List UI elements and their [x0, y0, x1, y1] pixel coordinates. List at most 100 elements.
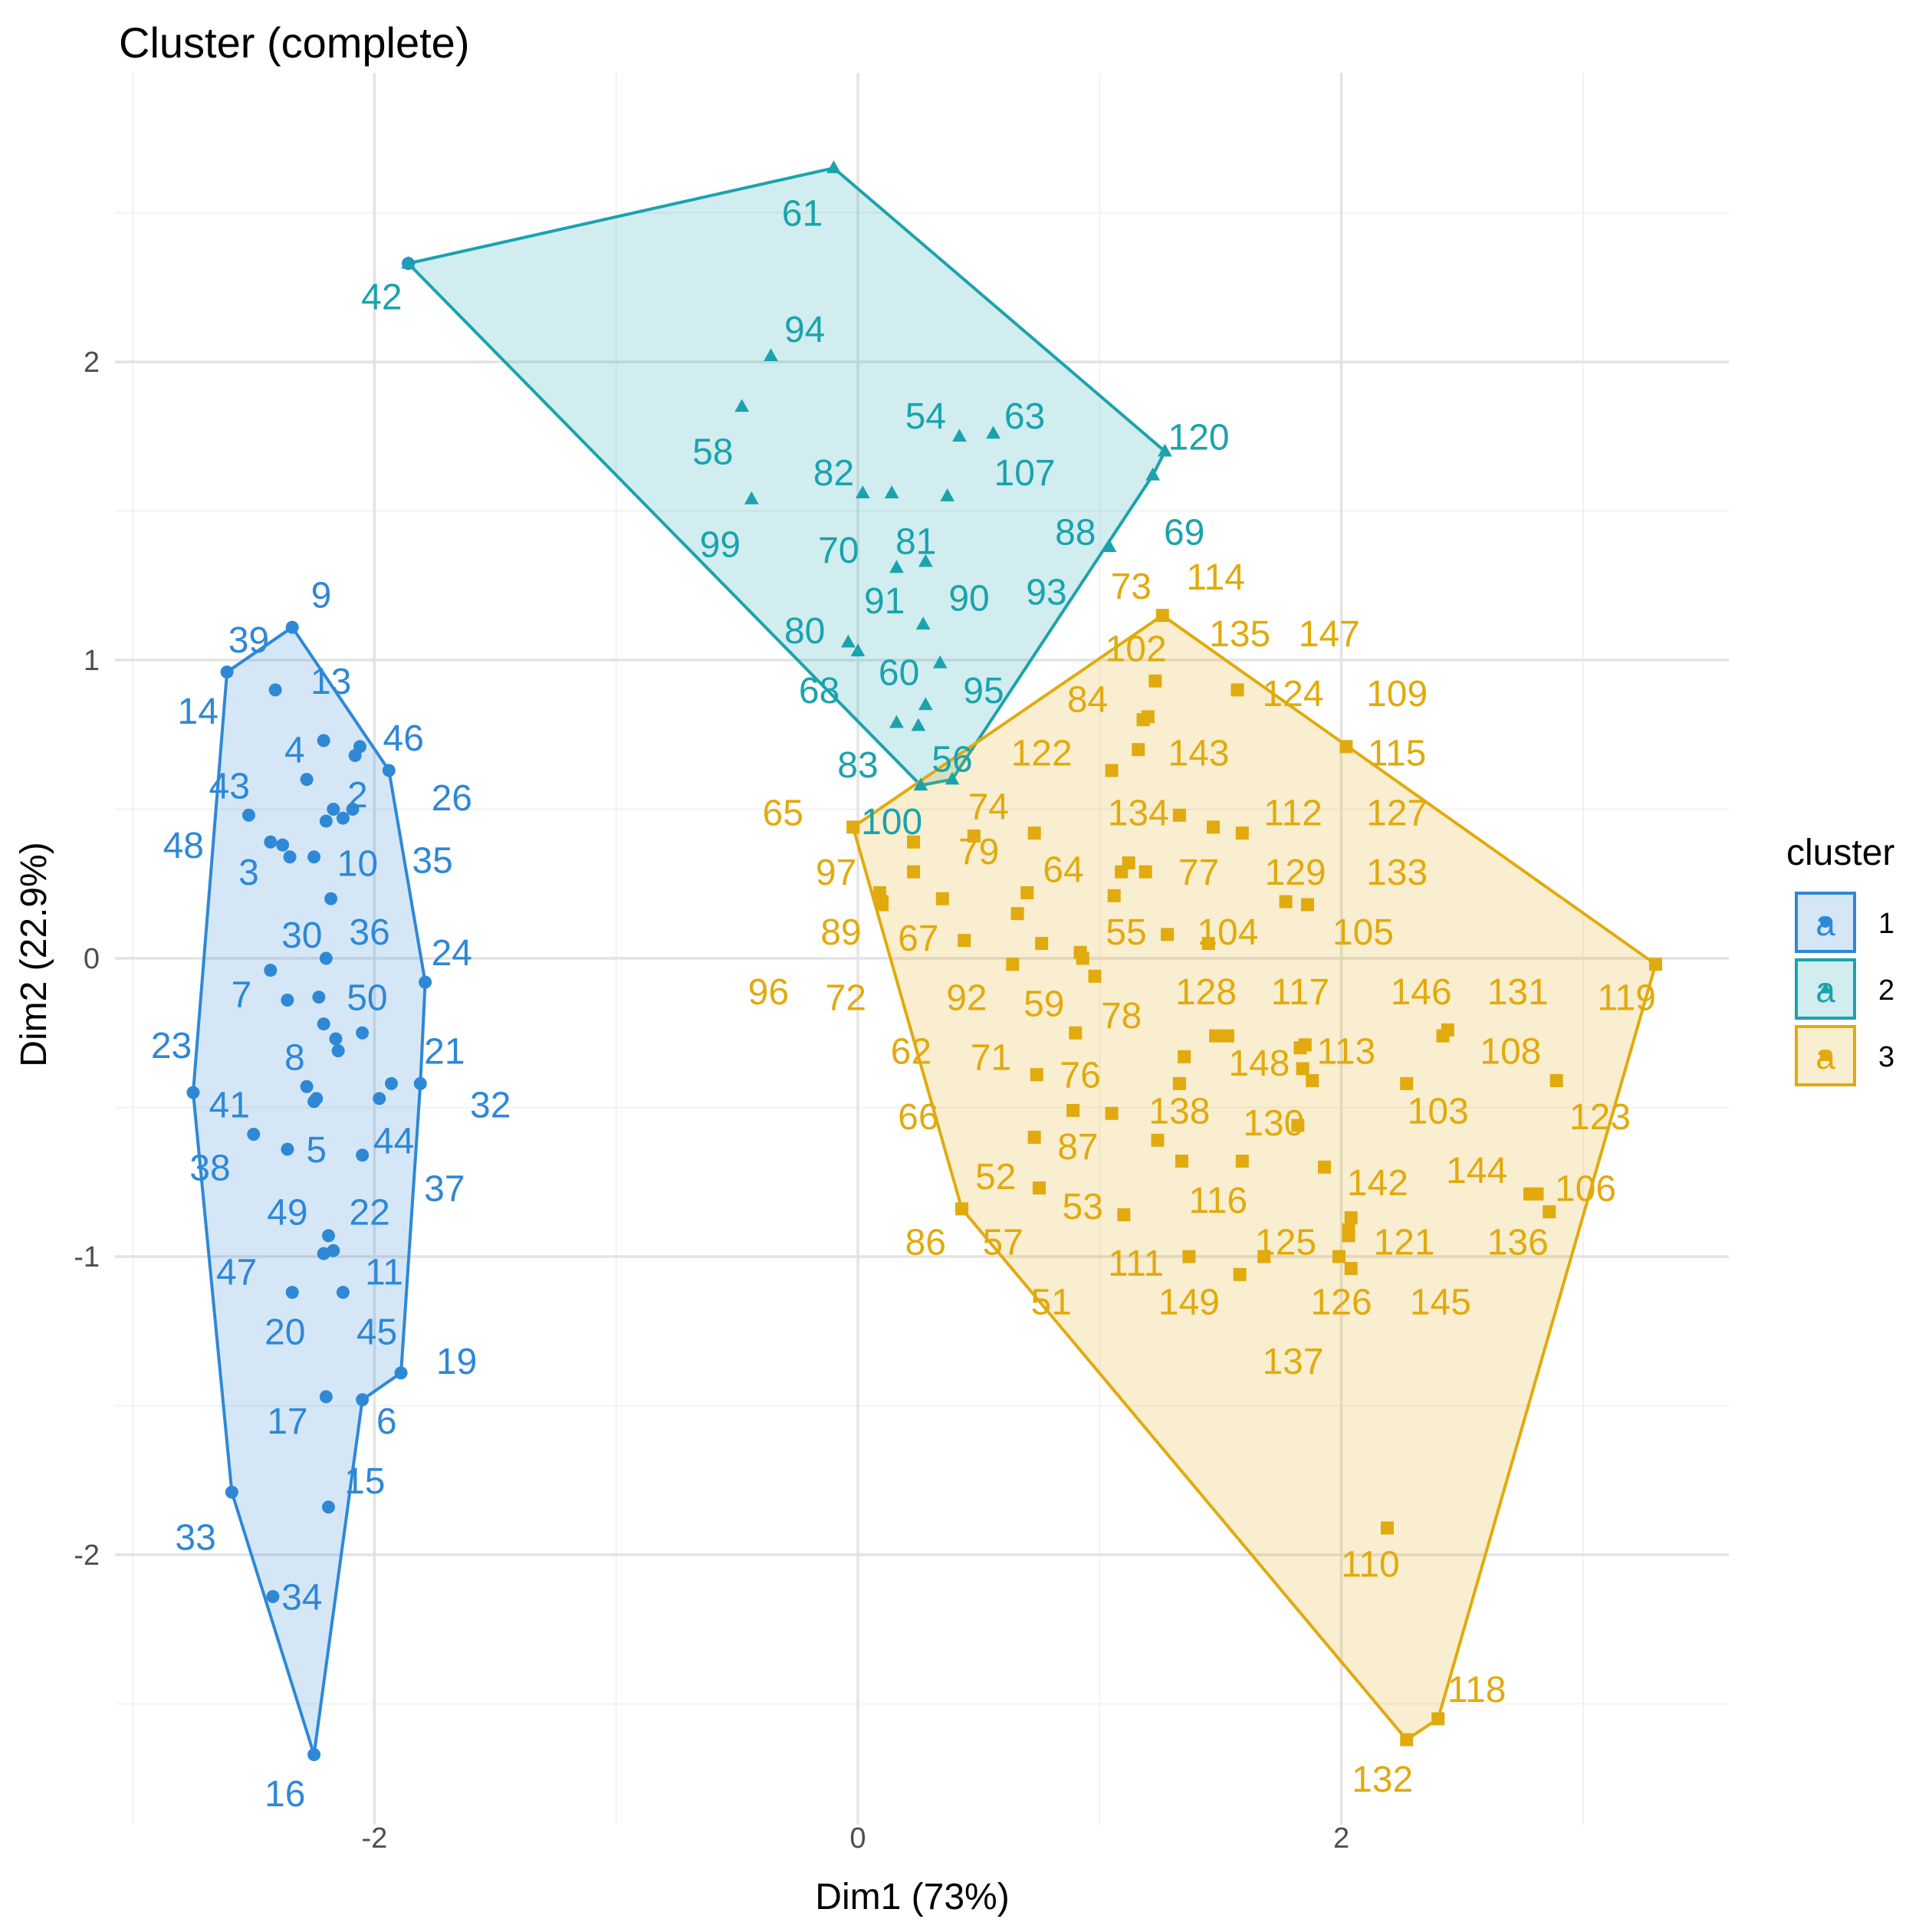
cluster-3-point-141 — [1296, 1062, 1309, 1076]
cluster-3-point-138 — [1257, 1250, 1271, 1263]
cluster-3-point-73 — [1148, 674, 1162, 688]
point-label-33: 33 — [175, 1518, 215, 1559]
cluster-1-point-33 — [225, 1485, 238, 1499]
point-label-106: 106 — [1555, 1169, 1616, 1210]
point-label-70: 70 — [818, 531, 859, 571]
point-label-119: 119 — [1597, 978, 1656, 1019]
cluster-1-point-31 — [319, 951, 333, 965]
point-label-53: 53 — [1063, 1187, 1103, 1227]
point-label-58: 58 — [692, 432, 733, 473]
point-label-67: 67 — [898, 918, 938, 959]
cluster-1-point-46 — [327, 803, 340, 816]
cluster-1-point-20 — [285, 1286, 299, 1300]
cluster-3-point-126 — [1344, 1262, 1358, 1276]
point-label-115: 115 — [1368, 734, 1427, 774]
cluster-3-point-118 — [1431, 1712, 1445, 1726]
point-label-15: 15 — [344, 1461, 385, 1502]
axis-ticks: -2 0 2 -2 -1 0 1 2 — [74, 347, 1349, 1855]
cluster-3-point-97 — [907, 835, 921, 849]
cluster-3-point-87 — [1105, 1106, 1119, 1120]
cluster-3-point-98 — [1027, 826, 1041, 840]
gridlines — [115, 73, 1729, 1825]
cluster-3-point-148 — [1221, 1029, 1234, 1043]
legend-label-1: 1 — [1878, 908, 1894, 940]
cluster-2-point-70 — [889, 560, 904, 573]
point-label-14: 14 — [178, 692, 219, 732]
point-label-43: 43 — [209, 766, 250, 807]
cluster-1-point-35 — [319, 814, 333, 828]
point-label-86: 86 — [905, 1223, 946, 1263]
point-label-78: 78 — [1101, 996, 1142, 1037]
cluster-1-point-25 — [356, 1026, 370, 1040]
cluster-1-point-10 — [324, 892, 338, 905]
point-label-10: 10 — [337, 844, 378, 885]
cluster-1-point-32 — [373, 1092, 386, 1106]
cluster-1-point-18 — [321, 1229, 335, 1243]
point-label-118: 118 — [1447, 1670, 1506, 1710]
cluster-3-point-102 — [1132, 743, 1145, 757]
point-label-89: 89 — [820, 912, 861, 953]
point-label-111: 111 — [1108, 1244, 1164, 1284]
point-label-92: 92 — [946, 978, 987, 1019]
x-tick-label: 0 — [849, 1822, 866, 1855]
x-tick-label: 2 — [1333, 1822, 1349, 1855]
cluster-3-point-67 — [907, 865, 921, 879]
point-label-69: 69 — [1164, 513, 1204, 554]
cluster-1-point-2 — [346, 803, 360, 816]
point-label-102: 102 — [1106, 629, 1167, 669]
cluster-1-point-4 — [300, 773, 314, 787]
point-label-7: 7 — [232, 975, 252, 1016]
cluster-3-point-119 — [1648, 958, 1662, 971]
point-label-47: 47 — [216, 1252, 257, 1293]
cluster-3-point-144 — [1523, 1187, 1537, 1201]
point-label-138: 138 — [1148, 1091, 1210, 1132]
point-label-8: 8 — [284, 1037, 305, 1078]
point-label-123: 123 — [1569, 1097, 1631, 1138]
x-tick-label: -2 — [362, 1822, 388, 1855]
y-tick-label: -1 — [74, 1241, 100, 1273]
cluster-1-point-50 — [329, 1032, 343, 1046]
cluster-3-point-55 — [1161, 928, 1175, 941]
point-label-96: 96 — [748, 972, 789, 1013]
point-label-94: 94 — [784, 310, 825, 350]
cluster-1-point-36 — [281, 993, 294, 1007]
point-label-55: 55 — [1106, 912, 1146, 953]
point-label-122: 122 — [1011, 734, 1073, 774]
point-label-88: 88 — [1055, 513, 1096, 554]
point-label-16: 16 — [264, 1774, 305, 1815]
point-label-17: 17 — [267, 1401, 307, 1442]
cluster-3-point-134 — [1172, 808, 1186, 822]
cluster-3-point-79 — [935, 892, 949, 905]
point-label-109: 109 — [1366, 674, 1428, 715]
point-label-46: 46 — [383, 718, 424, 759]
cluster-2-point-81 — [918, 554, 933, 567]
cluster-3-point-104 — [1201, 937, 1215, 951]
point-label-110: 110 — [1341, 1545, 1400, 1585]
cluster-3-point-84 — [1105, 764, 1119, 777]
point-label-6: 6 — [376, 1401, 397, 1442]
cluster-3-point-65 — [846, 820, 860, 834]
cluster-2-point-95 — [918, 697, 933, 711]
point-label-32: 32 — [470, 1086, 511, 1126]
cluster-3-point-53 — [1151, 1133, 1165, 1147]
cluster-1-point-34 — [266, 1589, 280, 1603]
cluster-3-point-142 — [1344, 1211, 1358, 1224]
point-label-91: 91 — [864, 581, 905, 622]
point-label-79: 79 — [958, 832, 999, 872]
cluster-2-point-94 — [764, 348, 778, 362]
y-tick-label: 0 — [84, 943, 100, 975]
cluster-3-point-111 — [1175, 1155, 1189, 1168]
cluster-3-point-96 — [876, 895, 889, 909]
point-label-26: 26 — [432, 778, 472, 819]
cluster-1-point-30 — [307, 850, 321, 864]
point-label-35: 35 — [412, 841, 452, 882]
cluster-1-point-14 — [220, 665, 234, 679]
point-label-136: 136 — [1487, 1223, 1549, 1263]
point-label-114: 114 — [1186, 557, 1245, 598]
point-label-129: 129 — [1265, 853, 1326, 893]
point-label-149: 149 — [1158, 1282, 1220, 1322]
point-label-64: 64 — [1043, 849, 1083, 890]
cluster-3-point-123 — [1549, 1073, 1563, 1087]
point-label-142: 142 — [1347, 1163, 1408, 1204]
